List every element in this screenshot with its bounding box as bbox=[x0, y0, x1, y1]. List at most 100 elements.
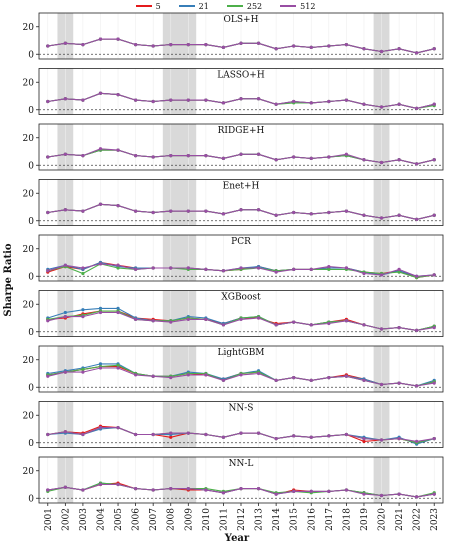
data-point bbox=[292, 320, 296, 324]
data-point bbox=[169, 376, 173, 380]
data-point bbox=[344, 209, 348, 213]
data-point bbox=[134, 373, 138, 377]
data-point bbox=[415, 328, 419, 332]
panel-title: Enet+H bbox=[223, 182, 260, 192]
data-point bbox=[432, 273, 436, 277]
data-point bbox=[327, 376, 331, 380]
data-point bbox=[379, 49, 384, 54]
data-point bbox=[239, 41, 243, 45]
data-point bbox=[134, 43, 138, 47]
data-point bbox=[221, 378, 226, 382]
x-tick-label: 2015 bbox=[290, 508, 300, 531]
y-tick-label: 20 bbox=[23, 411, 35, 421]
data-point bbox=[379, 273, 384, 277]
data-point bbox=[309, 45, 313, 49]
data-point bbox=[415, 439, 419, 443]
data-point bbox=[98, 37, 103, 41]
data-point bbox=[116, 204, 120, 208]
data-point bbox=[362, 492, 366, 496]
panel-frame bbox=[38, 68, 444, 115]
data-point bbox=[292, 376, 296, 380]
data-point bbox=[63, 41, 67, 45]
x-tick-label: 2002 bbox=[61, 508, 71, 531]
y-tick-label: 20 bbox=[23, 467, 35, 477]
data-point bbox=[415, 274, 419, 278]
shaded-period bbox=[162, 124, 197, 170]
data-point bbox=[98, 91, 103, 95]
data-point bbox=[344, 488, 348, 492]
data-point bbox=[432, 437, 436, 441]
x-axis-label: Year bbox=[224, 533, 250, 544]
data-point bbox=[46, 319, 50, 323]
data-point bbox=[274, 102, 278, 106]
data-point bbox=[309, 489, 313, 493]
data-point bbox=[344, 266, 348, 270]
data-point bbox=[46, 432, 50, 437]
data-point bbox=[116, 263, 120, 267]
data-point bbox=[98, 202, 103, 206]
data-point bbox=[239, 152, 243, 156]
data-point bbox=[204, 209, 208, 213]
data-point bbox=[432, 381, 436, 385]
y-tick-label: 0 bbox=[28, 272, 34, 282]
data-point bbox=[274, 213, 278, 217]
data-point bbox=[292, 99, 296, 104]
data-point bbox=[239, 317, 243, 321]
data-point bbox=[415, 51, 419, 55]
data-point bbox=[116, 306, 120, 310]
legend-label: 21 bbox=[198, 1, 209, 11]
data-point bbox=[327, 99, 331, 104]
data-point bbox=[81, 370, 85, 374]
shaded-period bbox=[162, 68, 197, 115]
legend-swatch bbox=[135, 5, 152, 7]
x-tick-label: 2017 bbox=[325, 508, 335, 531]
data-point bbox=[98, 310, 103, 315]
x-tick-label: 2013 bbox=[255, 508, 265, 531]
data-point bbox=[309, 101, 313, 105]
data-point bbox=[169, 266, 173, 270]
data-point bbox=[98, 482, 103, 487]
data-point bbox=[98, 366, 103, 370]
data-point bbox=[63, 208, 67, 212]
data-point bbox=[327, 44, 331, 48]
x-tick-label: 2023 bbox=[430, 508, 440, 531]
data-point bbox=[274, 437, 278, 441]
data-point bbox=[204, 98, 208, 102]
data-point bbox=[46, 99, 50, 104]
data-point bbox=[309, 378, 313, 382]
legend-item-5: 5 bbox=[135, 0, 161, 12]
data-point bbox=[151, 155, 155, 159]
y-tick-label: 0 bbox=[28, 328, 34, 338]
data-point bbox=[415, 217, 419, 221]
chart-legend: 5 21 252 512 bbox=[0, 0, 451, 12]
x-tick-label: 2010 bbox=[202, 508, 212, 531]
data-point bbox=[327, 434, 331, 438]
legend-item-252: 252 bbox=[226, 0, 262, 12]
shaded-period bbox=[162, 457, 197, 503]
legend-swatch bbox=[226, 5, 243, 7]
data-point bbox=[274, 158, 278, 162]
data-point bbox=[151, 432, 155, 437]
y-tick-label: 0 bbox=[28, 383, 34, 393]
data-point bbox=[344, 152, 348, 156]
x-tick-label: 2016 bbox=[307, 508, 317, 531]
data-point bbox=[81, 308, 85, 312]
legend-label: 5 bbox=[155, 1, 161, 11]
data-point bbox=[134, 317, 138, 321]
data-point bbox=[397, 492, 401, 496]
data-point bbox=[169, 320, 173, 324]
data-point bbox=[309, 156, 313, 160]
data-point bbox=[309, 267, 313, 271]
y-tick-label: 20 bbox=[23, 78, 35, 88]
data-point bbox=[151, 210, 155, 215]
panel-frame bbox=[38, 123, 444, 171]
data-point bbox=[379, 438, 384, 442]
data-point bbox=[134, 154, 138, 158]
data-point bbox=[116, 37, 120, 41]
data-point bbox=[134, 432, 138, 437]
data-point bbox=[256, 371, 261, 376]
data-point bbox=[116, 148, 120, 152]
data-point bbox=[415, 162, 419, 166]
shaded-period bbox=[162, 179, 197, 226]
x-tick-label: 2018 bbox=[342, 508, 352, 531]
